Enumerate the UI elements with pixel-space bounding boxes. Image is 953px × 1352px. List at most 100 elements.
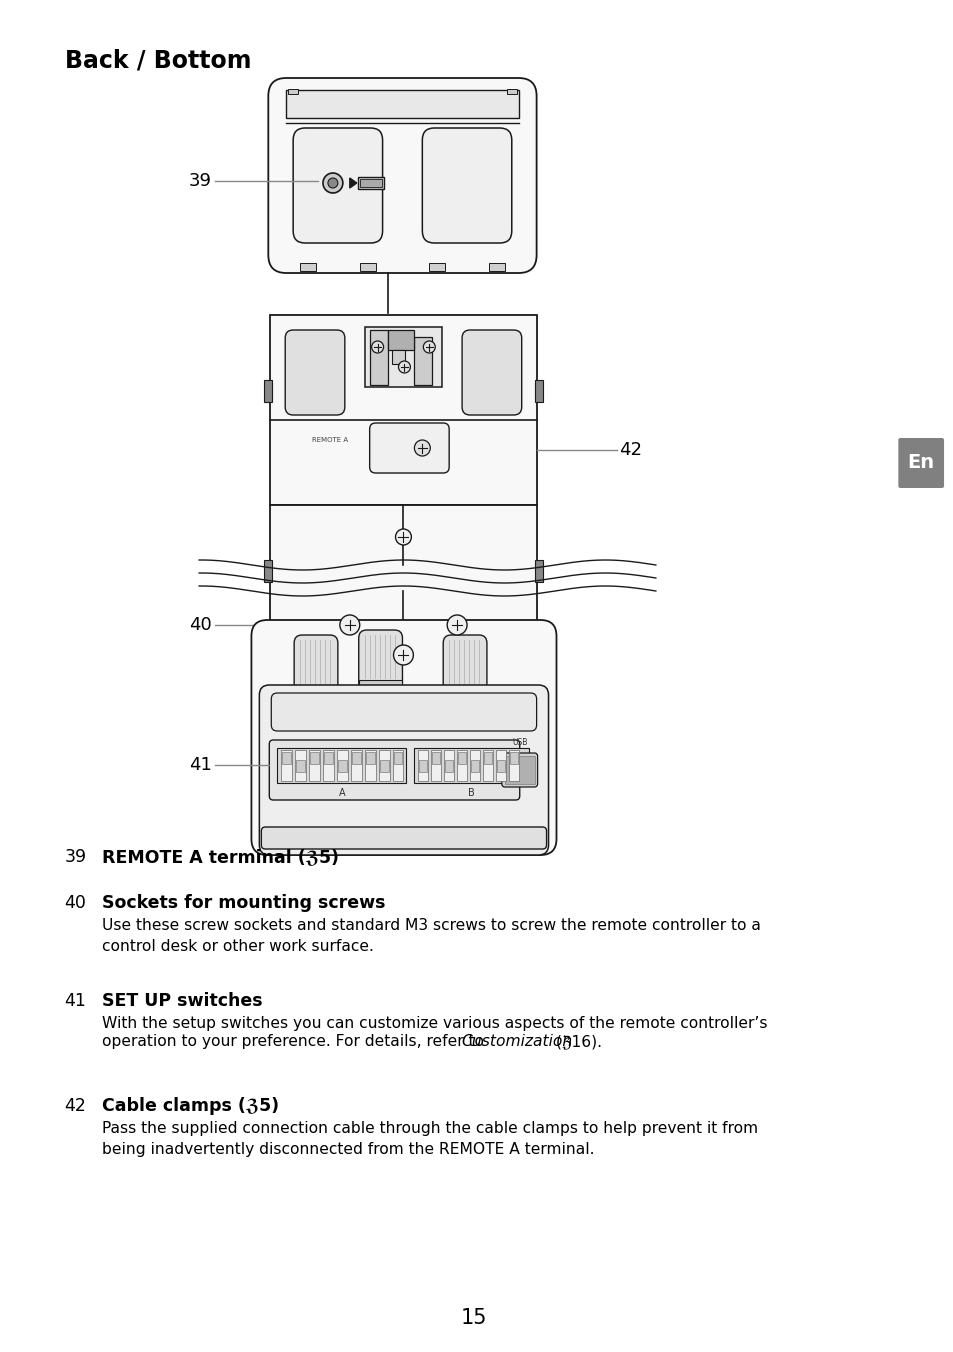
Bar xyxy=(534,380,542,402)
Bar xyxy=(369,330,387,385)
Circle shape xyxy=(414,439,430,456)
Text: 15: 15 xyxy=(460,1307,487,1328)
FancyBboxPatch shape xyxy=(443,635,486,695)
Bar xyxy=(445,760,453,772)
Bar xyxy=(496,750,505,781)
Text: 39: 39 xyxy=(189,172,212,191)
FancyBboxPatch shape xyxy=(898,438,943,488)
Bar xyxy=(387,330,414,350)
Bar xyxy=(309,750,319,781)
Text: 42: 42 xyxy=(618,441,641,458)
Text: With the setup switches you can customize various aspects of the remote controll: With the setup switches you can customiz… xyxy=(102,1015,767,1032)
Bar xyxy=(310,752,318,764)
FancyBboxPatch shape xyxy=(259,685,548,854)
Bar xyxy=(270,315,536,506)
Text: 41: 41 xyxy=(189,756,212,773)
Bar xyxy=(483,752,492,764)
Bar xyxy=(365,752,375,764)
Bar xyxy=(294,750,306,781)
Bar xyxy=(419,760,427,772)
FancyBboxPatch shape xyxy=(268,78,536,273)
Bar xyxy=(364,750,375,781)
Bar xyxy=(324,752,333,764)
Bar xyxy=(392,750,403,781)
Bar xyxy=(504,756,534,784)
FancyBboxPatch shape xyxy=(358,630,402,690)
FancyBboxPatch shape xyxy=(293,128,382,243)
Text: Back / Bottom: Back / Bottom xyxy=(65,49,251,72)
Text: 42: 42 xyxy=(65,1096,87,1115)
Bar xyxy=(456,750,467,781)
Bar xyxy=(281,750,292,781)
Text: Cable clamps (ℨ5): Cable clamps (ℨ5) xyxy=(102,1096,279,1115)
Bar xyxy=(444,750,454,781)
Bar xyxy=(509,752,517,764)
Bar xyxy=(506,89,517,95)
FancyBboxPatch shape xyxy=(369,423,449,473)
Bar xyxy=(429,264,445,270)
FancyBboxPatch shape xyxy=(294,635,337,695)
Bar xyxy=(457,752,466,764)
Text: operation to your preference. For details, refer to: operation to your preference. For detail… xyxy=(102,1034,489,1049)
Bar xyxy=(294,685,337,695)
Bar xyxy=(414,337,432,385)
Bar xyxy=(508,750,518,781)
Bar xyxy=(358,680,402,690)
Text: COPY: COPY xyxy=(345,550,521,664)
Text: 41: 41 xyxy=(65,992,87,1010)
Bar xyxy=(286,91,518,118)
Text: COPY: COPY xyxy=(283,696,503,838)
Circle shape xyxy=(393,645,413,665)
Circle shape xyxy=(423,341,435,353)
Text: REMOTE A: REMOTE A xyxy=(312,437,348,443)
Bar xyxy=(364,327,442,387)
Bar xyxy=(270,506,536,671)
Bar xyxy=(471,760,478,772)
Bar xyxy=(414,748,528,783)
Circle shape xyxy=(398,361,410,373)
Circle shape xyxy=(339,615,359,635)
FancyBboxPatch shape xyxy=(461,330,521,415)
Bar xyxy=(482,750,493,781)
Bar xyxy=(393,752,402,764)
Circle shape xyxy=(395,529,411,545)
Bar xyxy=(534,560,542,581)
FancyBboxPatch shape xyxy=(261,827,546,849)
Circle shape xyxy=(447,615,467,635)
Text: En: En xyxy=(906,453,934,472)
FancyBboxPatch shape xyxy=(422,128,511,243)
Bar xyxy=(282,752,291,764)
Bar xyxy=(352,752,360,764)
Bar xyxy=(336,750,348,781)
Bar xyxy=(357,177,383,189)
Text: B: B xyxy=(467,788,474,798)
Bar xyxy=(288,89,297,95)
Bar xyxy=(443,685,486,695)
Text: Pass the supplied connection cable through the cable clamps to help prevent it f: Pass the supplied connection cable throu… xyxy=(102,1121,758,1157)
FancyBboxPatch shape xyxy=(269,740,519,800)
Text: A: A xyxy=(338,788,345,798)
Bar xyxy=(497,760,504,772)
Text: 40: 40 xyxy=(189,617,212,634)
Circle shape xyxy=(328,178,337,188)
Bar xyxy=(379,760,388,772)
Bar xyxy=(295,760,305,772)
Text: Sockets for mounting screws: Sockets for mounting screws xyxy=(102,894,385,913)
FancyBboxPatch shape xyxy=(285,330,344,415)
Circle shape xyxy=(323,173,342,193)
Bar xyxy=(378,750,389,781)
Bar xyxy=(323,750,334,781)
Bar xyxy=(277,748,406,783)
FancyBboxPatch shape xyxy=(252,621,556,854)
Bar xyxy=(337,760,347,772)
Bar xyxy=(351,750,361,781)
Text: (ℨ16).: (ℨ16). xyxy=(550,1034,601,1049)
Text: Use these screw sockets and standard M3 screws to screw the remote controller to: Use these screw sockets and standard M3 … xyxy=(102,918,760,955)
Bar xyxy=(391,350,405,364)
FancyBboxPatch shape xyxy=(501,753,537,787)
Bar xyxy=(359,178,381,187)
Text: SET UP switches: SET UP switches xyxy=(102,992,263,1010)
Text: USB: USB xyxy=(512,738,527,748)
Text: 39: 39 xyxy=(65,848,87,867)
FancyBboxPatch shape xyxy=(271,694,536,731)
